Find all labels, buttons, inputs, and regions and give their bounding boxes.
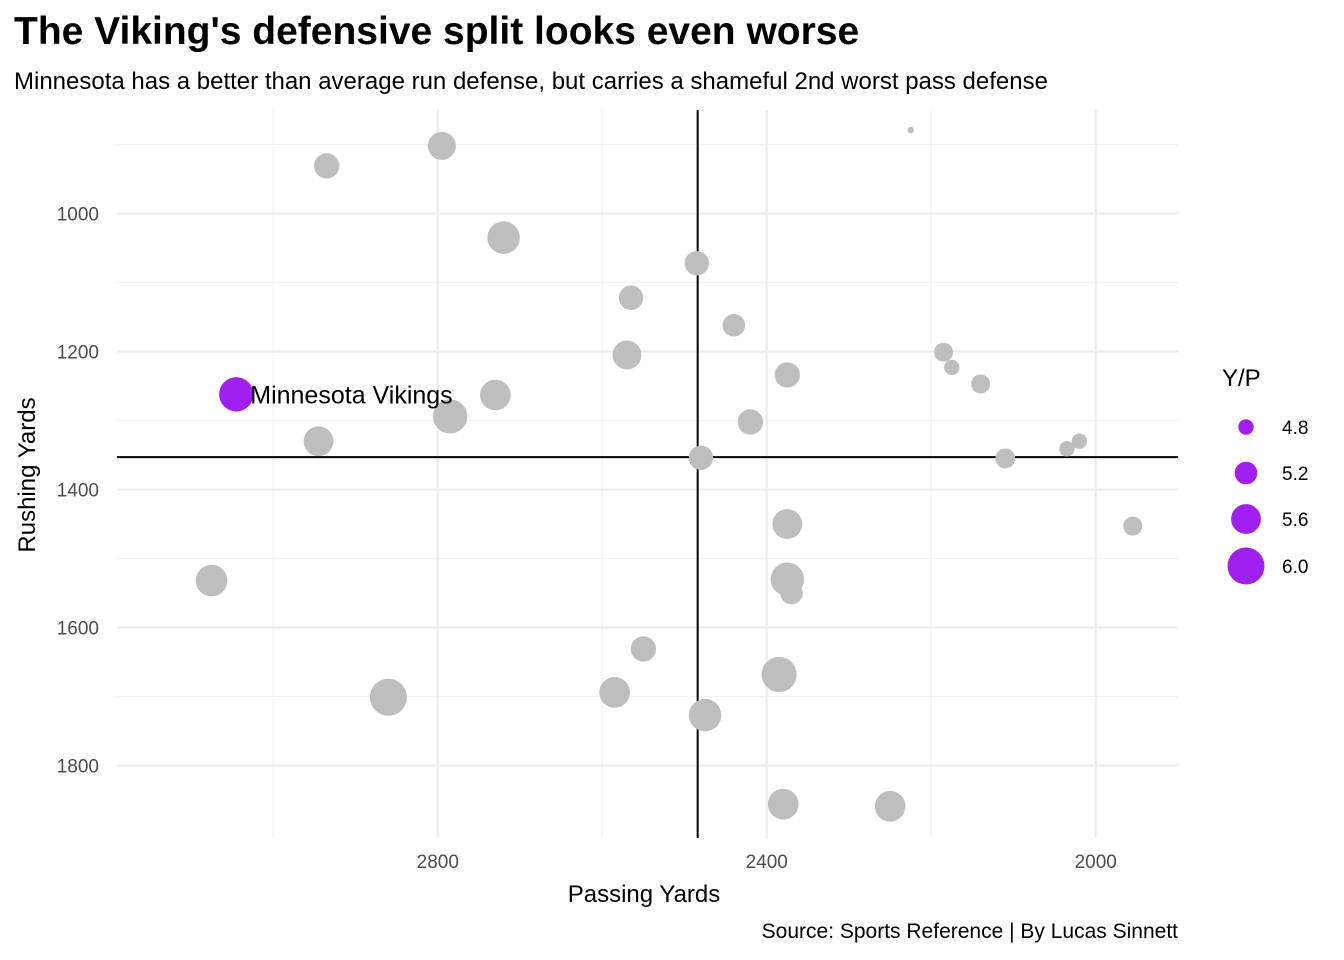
y-axis-title: Rushing Yards [14, 397, 41, 552]
y-tick-label: 1000 [57, 205, 99, 226]
x-tick-label: 2000 [1075, 852, 1117, 873]
data-point [737, 409, 763, 435]
data-point [907, 126, 914, 134]
data-point [303, 426, 334, 457]
data-point [1071, 433, 1088, 449]
data-point [774, 362, 800, 388]
size-legend: Y/P 4.8 5.2 5.6 6.0 [1222, 365, 1308, 585]
data-point [688, 698, 722, 732]
data-point [761, 656, 797, 693]
chart-subtitle: Minnesota has a better than average run … [14, 68, 1048, 95]
data-point [195, 564, 228, 597]
legend-title: Y/P [1222, 365, 1261, 392]
data-point [944, 359, 960, 376]
data-point [487, 221, 520, 254]
highlight-point [219, 377, 254, 412]
x-tick-label: 2800 [417, 852, 459, 873]
point-label: Minnesota Vikings [250, 381, 452, 409]
data-point [722, 313, 746, 337]
y-tick-label: 1400 [57, 481, 99, 502]
x-axis-title: Passing Yards [568, 881, 721, 908]
data-point [599, 677, 630, 708]
chart-caption: Source: Sports Reference | By Lucas Sinn… [761, 920, 1178, 943]
data-point [780, 581, 803, 605]
data-point [767, 788, 799, 820]
data-point [772, 509, 803, 539]
data-points [195, 126, 1143, 822]
legend-key [1231, 504, 1261, 534]
legend-label: 5.2 [1282, 464, 1308, 485]
data-point [1059, 441, 1075, 457]
chart-title: The Viking's defensive split looks even … [14, 10, 860, 53]
legend-key [1227, 547, 1265, 585]
data-point [934, 342, 954, 362]
data-point [971, 374, 991, 394]
data-point [630, 636, 657, 662]
legend-label: 6.0 [1282, 557, 1308, 578]
data-point [688, 445, 714, 470]
legend-label: 5.6 [1282, 510, 1308, 531]
legend-key [1234, 461, 1258, 485]
data-point [369, 678, 407, 716]
data-point [684, 250, 710, 276]
reference-lines [117, 110, 1178, 838]
data-point [427, 131, 456, 160]
y-tick-label: 1800 [57, 757, 99, 778]
data-point [314, 153, 340, 179]
grid-lines [117, 110, 1178, 838]
data-point [612, 340, 642, 370]
annotations: Minnesota Vikings [250, 381, 452, 409]
data-point [874, 790, 906, 822]
legend-label: 4.8 [1282, 418, 1308, 439]
data-point [618, 285, 644, 310]
data-point [995, 448, 1016, 469]
axis-ticks: 1000 1200 1400 1600 1800 2800 2400 2000 [57, 205, 1117, 873]
data-point [479, 379, 511, 411]
legend-key [1238, 419, 1254, 435]
x-tick-label: 2400 [746, 852, 788, 873]
data-point [432, 399, 468, 434]
data-point [1123, 516, 1143, 536]
y-tick-label: 1200 [57, 343, 99, 364]
y-tick-label: 1600 [57, 619, 99, 640]
